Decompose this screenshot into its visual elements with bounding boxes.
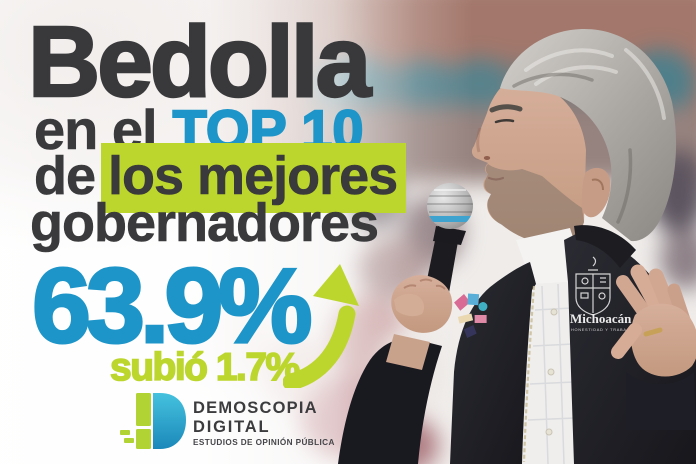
sleeve-cuff <box>626 372 696 430</box>
ring <box>643 327 663 337</box>
growth-arrow-icon <box>283 264 359 388</box>
beard <box>484 164 584 244</box>
eyebrow <box>489 104 523 113</box>
brand-text: DEMOSCOPIA DIGITAL ESTUDIOS DE OPINIÓN P… <box>193 392 335 447</box>
brand-name-line2: DIGITAL <box>193 417 271 436</box>
brand-lockup: DEMOSCOPIA DIGITAL ESTUDIOS DE OPINIÓN P… <box>120 392 335 450</box>
michoacan-crest <box>575 256 611 316</box>
thumb <box>611 323 642 359</box>
eye <box>494 118 515 124</box>
jacket-brand-text: Michoacán <box>570 311 632 326</box>
highlighted-phrase: los mejores <box>101 143 407 213</box>
brand-name-line1: DEMOSCOPIA <box>193 399 318 417</box>
gesturing-hand <box>611 264 696 430</box>
jacket-colorful-emblem <box>454 293 488 339</box>
brand-tagline: ESTUDIOS DE OPINIÓN PÚBLICA <box>193 438 335 447</box>
forearm-sleeve <box>338 338 442 464</box>
demoscopia-d-logo-icon <box>120 393 186 449</box>
governor-photo-illustration: Michoacán HONESTIDAD Y TRABAJO <box>338 28 696 464</box>
microphone-arm <box>338 183 473 464</box>
subheadline-line2: de los mejores <box>34 143 407 213</box>
jacket-brand-subtext: HONESTIDAD Y TRABAJO <box>571 327 633 332</box>
hair <box>500 28 677 242</box>
subheadline-line3: gobernadores <box>30 193 380 253</box>
headline: Bedolla <box>27 6 373 118</box>
face <box>471 28 677 245</box>
zipper <box>522 285 536 463</box>
approval-stat: 63.9% <box>31 247 315 365</box>
line2-prefix: de <box>34 146 97 206</box>
stat-delta: subió 1.7% <box>109 346 301 389</box>
ear <box>582 167 611 218</box>
